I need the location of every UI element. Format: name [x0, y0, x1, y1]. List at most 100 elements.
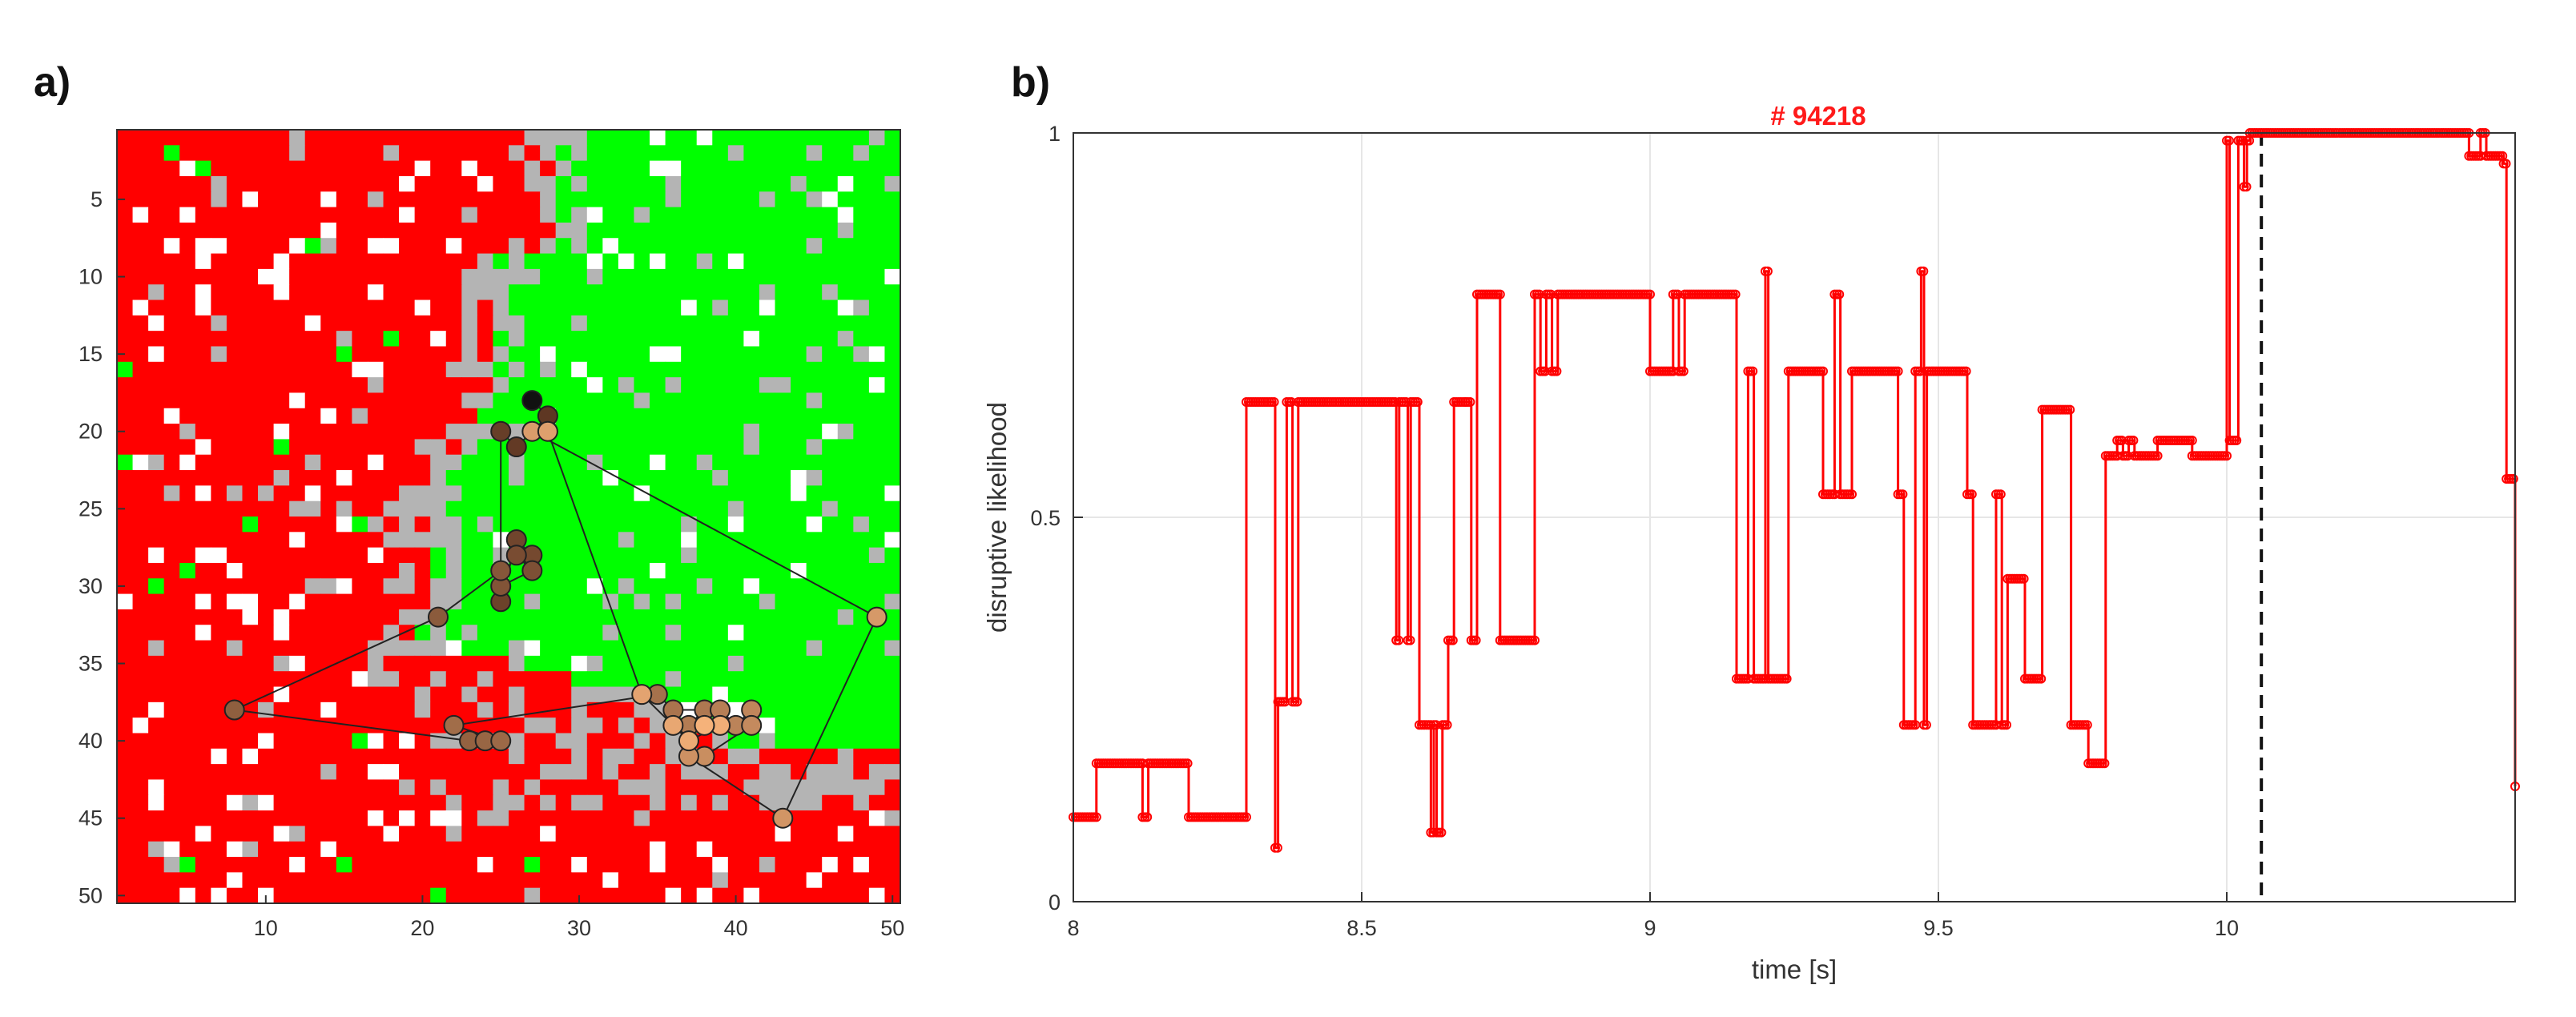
heatmap-cell: [226, 517, 244, 533]
heatmap-cell: [258, 500, 275, 517]
heatmap-cell: [665, 268, 682, 285]
heatmap-cell: [430, 191, 447, 208]
heatmap-cell: [477, 748, 494, 765]
heatmap-cell: [727, 191, 744, 208]
heatmap-cell: [743, 191, 760, 208]
heatmap-cell: [884, 547, 901, 564]
heatmap-cell: [445, 810, 462, 826]
heatmap-cell: [242, 238, 259, 255]
heatmap-cell: [117, 655, 134, 672]
heatmap-cell: [289, 315, 306, 332]
heatmap-cell: [727, 207, 744, 223]
heatmap-cell: [696, 826, 713, 842]
heatmap-cell: [477, 500, 494, 517]
heatmap-cell: [273, 145, 290, 162]
heatmap-cell: [743, 454, 760, 471]
heatmap-cell: [822, 145, 839, 162]
heatmap-cell: [775, 485, 791, 502]
heatmap-cell: [399, 764, 416, 781]
heatmap-cell: [430, 299, 447, 316]
heatmap-cell: [806, 826, 823, 842]
heatmap-cell: [586, 238, 603, 255]
heatmap-cell: [320, 268, 337, 285]
heatmap-cell: [367, 175, 384, 192]
heatmap-cell: [258, 392, 275, 409]
heatmap-cell: [524, 794, 541, 811]
heatmap-cell: [759, 145, 776, 162]
heatmap-cell: [289, 547, 306, 564]
heatmap-cell: [743, 625, 760, 641]
heatmap-cell: [352, 361, 368, 378]
y-tick-label: 35: [78, 652, 103, 676]
heatmap-cell: [571, 578, 588, 595]
heatmap-cell: [477, 253, 494, 270]
heatmap-cell: [727, 284, 744, 301]
heatmap-cell: [586, 377, 603, 394]
heatmap-cell: [304, 454, 321, 471]
heatmap-cell: [634, 331, 650, 348]
heatmap-cell: [712, 207, 729, 223]
heatmap-cell: [132, 424, 149, 440]
heatmap-cell: [179, 377, 196, 394]
heatmap-cell: [618, 207, 635, 223]
heatmap-cell: [509, 454, 525, 471]
heatmap-cell: [242, 701, 259, 718]
heatmap-cell: [743, 130, 760, 146]
heatmap-cell: [273, 500, 290, 517]
heatmap-cell: [822, 392, 839, 409]
heatmap-cell: [571, 794, 588, 811]
heatmap-cell: [242, 718, 259, 734]
heatmap-cell: [461, 887, 478, 904]
heatmap-cell: [430, 748, 447, 765]
heatmap-cell: [681, 191, 698, 208]
heatmap-cell: [853, 361, 870, 378]
heatmap-cell: [258, 794, 275, 811]
heatmap-cell: [132, 857, 149, 873]
heatmap-cell: [320, 686, 337, 703]
heatmap-cell: [775, 779, 791, 796]
heatmap-cell: [414, 346, 431, 363]
heatmap-cell: [540, 299, 557, 316]
heatmap-cell: [555, 346, 572, 363]
heatmap-cell: [634, 764, 650, 781]
heatmap-cell: [884, 764, 901, 781]
trajectory-point: [427, 606, 449, 628]
heatmap-cell: [430, 872, 447, 889]
heatmap-cell: [461, 238, 478, 255]
heatmap-cell: [586, 718, 603, 734]
heatmap-cell: [540, 779, 557, 796]
heatmap-cell: [445, 315, 462, 332]
heatmap-cell: [383, 532, 400, 549]
heatmap-cell: [179, 718, 196, 734]
heatmap-cell: [383, 238, 400, 255]
heatmap-cell: [681, 593, 698, 610]
heatmap-cell: [665, 238, 682, 255]
heatmap-cell: [884, 485, 901, 502]
heatmap-cell: [132, 191, 149, 208]
heatmap-cell: [211, 130, 227, 146]
heatmap-cell: [509, 764, 525, 781]
heatmap-cell: [289, 268, 306, 285]
heatmap-cell: [289, 160, 306, 177]
heatmap-cell: [273, 408, 290, 424]
heatmap-cell: [242, 424, 259, 440]
trajectory-segment: [531, 430, 878, 618]
heatmap-cell: [430, 145, 447, 162]
heatmap-cell: [509, 733, 525, 750]
heatmap-cell: [681, 408, 698, 424]
heatmap-cell: [383, 392, 400, 409]
heatmap-cell: [618, 640, 635, 657]
heatmap-cell: [586, 470, 603, 486]
series-point: [2187, 436, 2197, 445]
heatmap-cell: [258, 238, 275, 255]
heatmap-cell: [634, 718, 650, 734]
heatmap-cell: [884, 331, 901, 348]
heatmap-cell: [226, 408, 244, 424]
heatmap-cell: [211, 315, 227, 332]
heatmap-cell: [273, 315, 290, 332]
heatmap-cell: [430, 253, 447, 270]
heatmap-cell: [727, 253, 744, 270]
heatmap-cell: [242, 454, 259, 471]
heatmap-cell: [430, 686, 447, 703]
heatmap-cell: [117, 207, 134, 223]
